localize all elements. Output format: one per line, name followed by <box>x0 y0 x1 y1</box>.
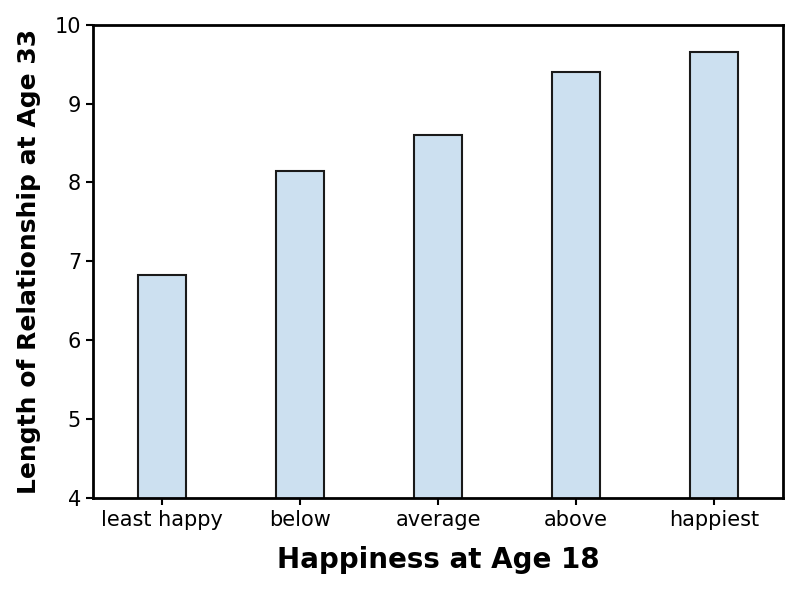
Y-axis label: Length of Relationship at Age 33: Length of Relationship at Age 33 <box>17 29 41 494</box>
X-axis label: Happiness at Age 18: Happiness at Age 18 <box>277 546 599 574</box>
Bar <box>276 171 324 591</box>
Bar <box>138 275 186 591</box>
Bar <box>414 135 462 591</box>
Bar <box>690 52 738 591</box>
Bar <box>552 72 600 591</box>
